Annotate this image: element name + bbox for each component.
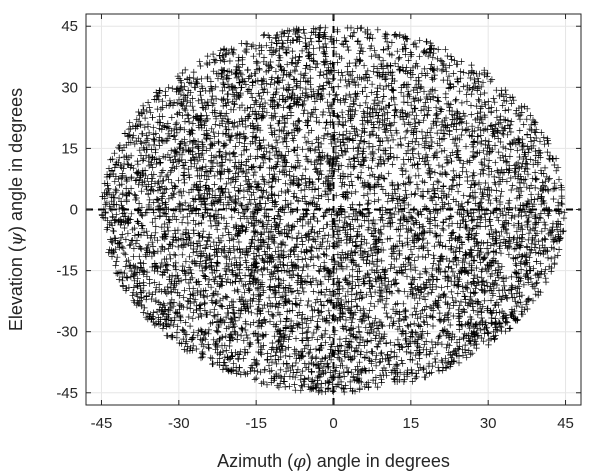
y-axis-label-symbol: ψ	[6, 231, 27, 246]
x-axis-label: Azimuth (φ) angle in degrees	[217, 451, 450, 472]
y-tick-label: -45	[56, 385, 78, 402]
x-tick-label: -15	[245, 415, 267, 432]
y-axis-label: Elevation (ψ) angle in degrees	[6, 88, 27, 331]
plus-markers	[98, 24, 568, 396]
y-axis-label-pre: Elevation (	[6, 246, 26, 331]
plot-area	[85, 13, 582, 406]
x-tick-label: -30	[168, 415, 190, 432]
axis-ticks	[86, 14, 581, 405]
x-tick-label: -45	[91, 415, 113, 432]
x-axis-label-symbol: φ	[293, 451, 306, 472]
x-tick-label: 30	[480, 415, 497, 432]
data-points	[98, 24, 568, 396]
y-tick-label: 0	[70, 202, 78, 219]
x-tick-label: 45	[557, 415, 574, 432]
y-tick-label: 15	[61, 140, 78, 157]
x-axis-label-pre: Azimuth (	[217, 451, 293, 471]
y-axis-label-post: ) angle in degrees	[6, 88, 26, 232]
reference-lines	[86, 14, 581, 405]
y-tick-label: -15	[56, 263, 78, 280]
y-tick-label: 30	[61, 79, 78, 96]
y-tick-labels: -45 -30 -15 0 15 30 45	[56, 18, 78, 402]
x-axis-label-post: ) angle in degrees	[306, 451, 450, 471]
y-tick-label: 45	[61, 18, 78, 35]
y-tick-label: -30	[56, 324, 78, 341]
x-tick-label: 0	[329, 415, 337, 432]
x-tick-label: 15	[403, 415, 420, 432]
x-tick-labels: -45 -30 -15 0 15 30 45	[91, 415, 574, 432]
